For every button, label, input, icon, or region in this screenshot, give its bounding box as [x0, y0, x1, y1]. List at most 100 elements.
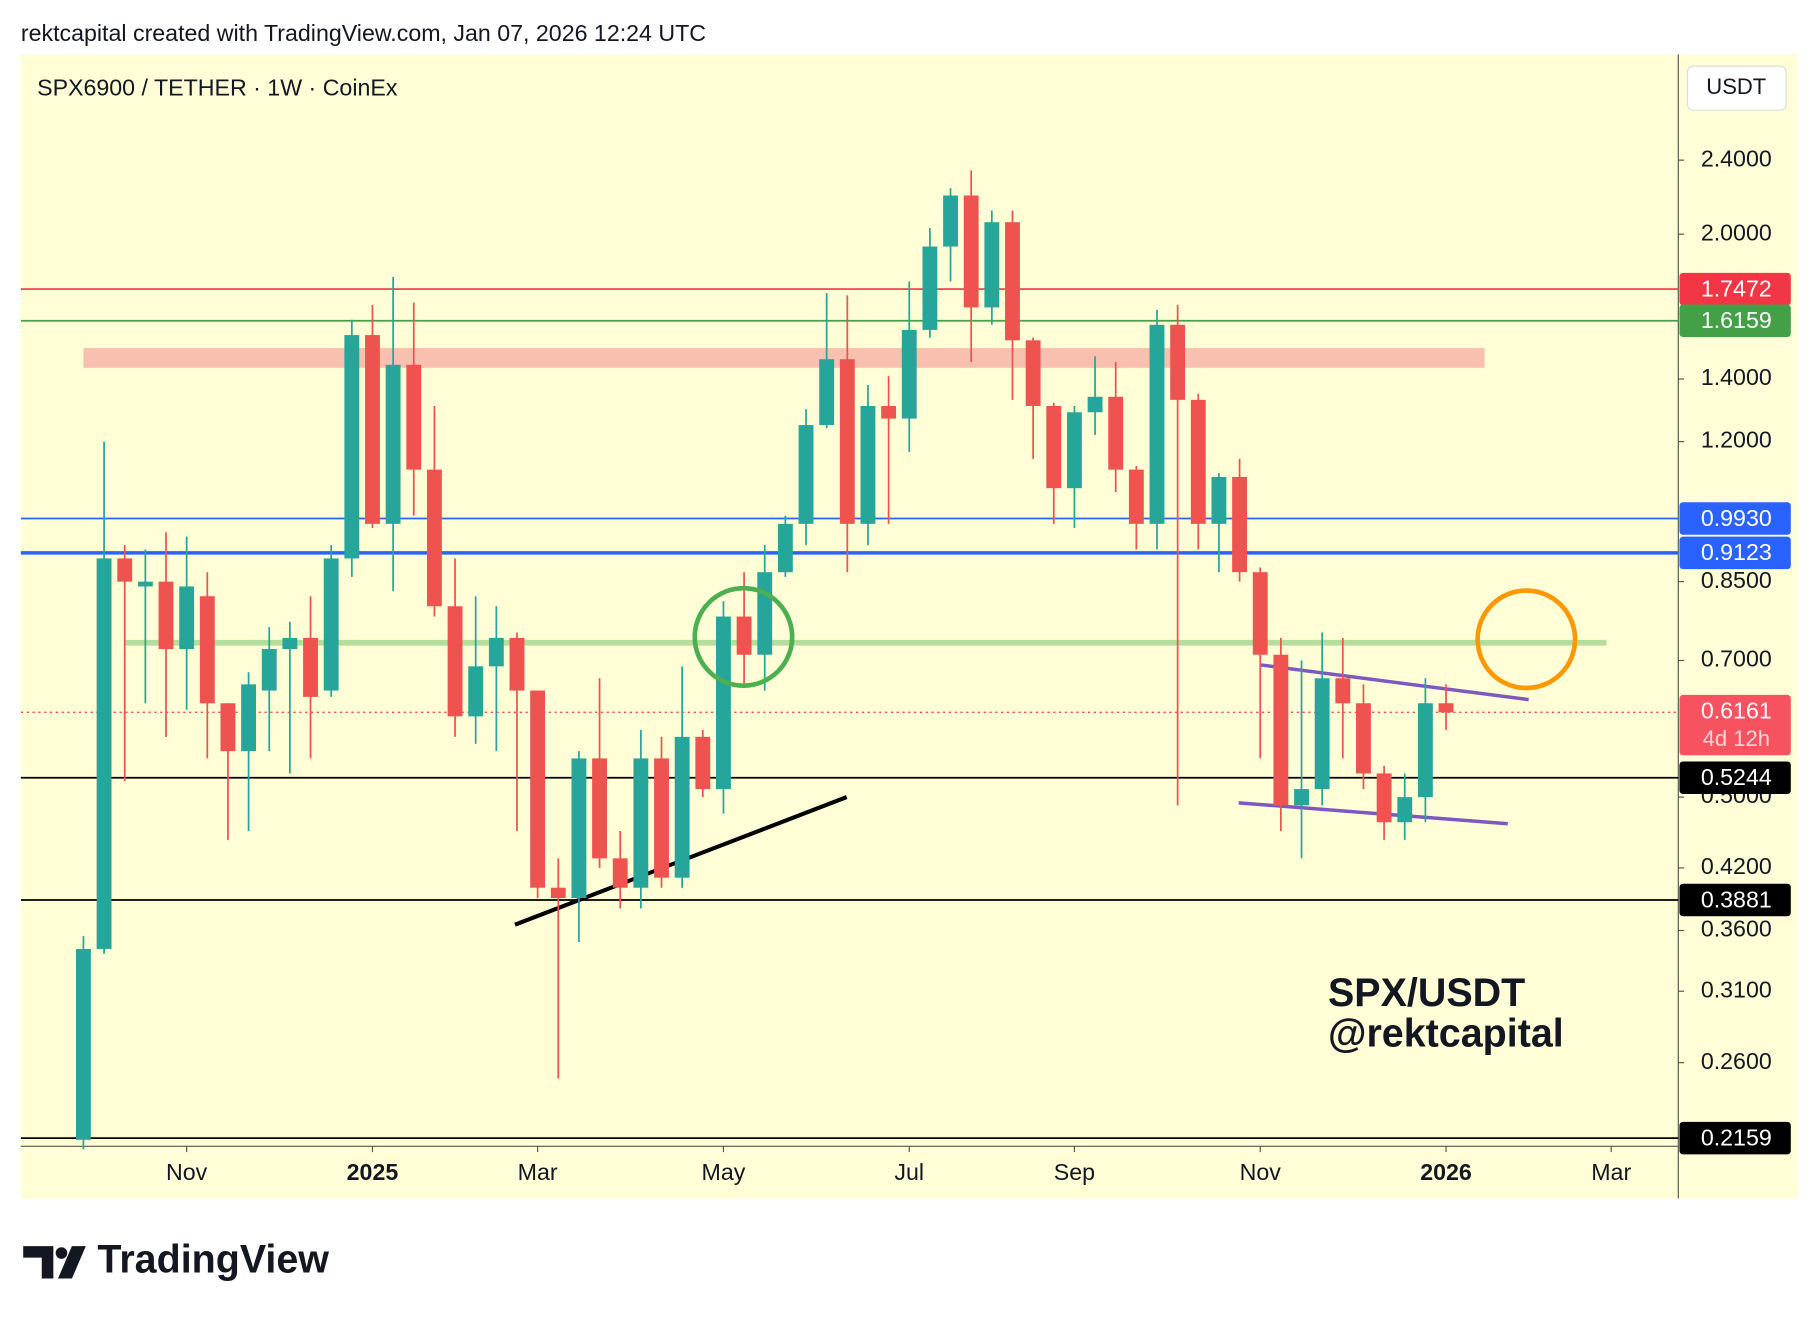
candle-body — [695, 736, 711, 790]
watermark: SPX/USDT — [1328, 971, 1525, 1015]
level-label: 0.9930 — [1701, 505, 1772, 531]
candle-body — [654, 758, 669, 878]
y-tick-label: 1.2000 — [1701, 427, 1772, 453]
level-label-box — [1679, 1121, 1791, 1155]
candle-body — [716, 616, 731, 790]
candle-body — [612, 858, 628, 888]
candle-body — [592, 758, 608, 859]
last-price-label: 0.6161 — [1701, 697, 1772, 723]
candle-body — [199, 596, 215, 704]
candle-body — [550, 887, 566, 899]
orange-circle — [1475, 588, 1578, 691]
level-label-box — [1679, 502, 1791, 535]
level-label: 0.2159 — [1701, 1124, 1772, 1150]
candle-body — [426, 469, 442, 607]
logo-mark — [55, 1247, 68, 1259]
candle-body — [984, 222, 1000, 308]
level-label: 1.6159 — [1701, 307, 1772, 333]
candle-body — [1170, 324, 1186, 400]
candle-body — [839, 359, 855, 524]
level-label-box — [1679, 883, 1791, 917]
channel-bottom — [1238, 801, 1508, 826]
candle-body — [1190, 399, 1206, 524]
candle-body — [1108, 396, 1124, 470]
symbol-title: SPX6900 / TETHER · 1W · CoinEx — [37, 74, 398, 100]
candle-body — [1046, 406, 1062, 489]
candle-body — [1314, 678, 1330, 790]
candle-body — [1356, 703, 1371, 774]
y-tick-label: 2.0000 — [1701, 219, 1772, 245]
y-tick-label: 0.3600 — [1701, 916, 1772, 942]
y-tick-label: 0.4200 — [1701, 853, 1772, 879]
candle-body — [1335, 678, 1351, 704]
watermark: @rektcapital — [1328, 1011, 1564, 1055]
candle-body — [1128, 469, 1144, 524]
candle-body — [963, 195, 979, 308]
y-tick-label: 0.2600 — [1701, 1048, 1772, 1074]
currency: USDT — [1706, 74, 1766, 99]
channel-top — [1259, 663, 1529, 702]
candle-body — [1397, 797, 1413, 823]
candle-body — [922, 246, 938, 330]
candle-body — [901, 329, 917, 419]
candle-body — [1005, 222, 1020, 341]
level-label: 1.7472 — [1701, 275, 1772, 301]
candle-body — [1252, 572, 1268, 655]
candle-body — [365, 335, 380, 524]
y-tick-label: 0.7000 — [1701, 646, 1772, 672]
green-circle — [692, 585, 795, 689]
x-tick-label: Mar — [1591, 1159, 1631, 1185]
candle-body — [1149, 324, 1165, 524]
candle-body — [1232, 476, 1248, 573]
level-label: 0.5244 — [1701, 764, 1772, 790]
candle-body — [943, 195, 958, 247]
header: rektcapital created with TradingView.com… — [21, 20, 706, 46]
last-price-box — [1679, 694, 1791, 756]
level-label-box — [1679, 536, 1791, 570]
candle-body — [530, 690, 546, 888]
candles — [76, 170, 1454, 1150]
candle-body — [447, 606, 463, 717]
candle-body — [777, 523, 793, 573]
candle-body — [1438, 703, 1454, 713]
candle-body — [468, 666, 484, 717]
candle-body — [179, 586, 195, 650]
x-tick-label: Jul — [894, 1159, 924, 1185]
candle-body — [1294, 789, 1309, 806]
candle-body — [1376, 773, 1392, 823]
candle-body — [385, 364, 401, 524]
level-label-box — [1679, 272, 1791, 306]
x-tick-label: Nov — [1240, 1159, 1282, 1185]
logo-mark — [23, 1246, 54, 1279]
resistance-zone — [83, 348, 1485, 368]
candle-body — [1025, 340, 1041, 407]
candle-body — [633, 758, 649, 888]
x-tick-label: Nov — [166, 1159, 208, 1185]
candle-body — [1087, 396, 1103, 413]
x-tick-label: May — [702, 1159, 746, 1185]
level-label-box — [1679, 761, 1791, 795]
footer-brand: TradingView — [97, 1238, 329, 1282]
candle-body — [488, 637, 504, 667]
candle-body — [819, 359, 835, 426]
candle-body — [1273, 654, 1289, 806]
candle-body — [261, 649, 277, 691]
candle-body — [323, 558, 339, 691]
x-tick-label: Sep — [1054, 1159, 1095, 1185]
candle-body — [1211, 476, 1227, 524]
candle-body — [860, 406, 876, 524]
x-tick-label: Mar — [518, 1159, 558, 1185]
x-tick-label: 2026 — [1420, 1159, 1472, 1185]
candle-body — [96, 558, 112, 949]
level-label: 0.3881 — [1701, 886, 1772, 912]
candle-body — [509, 637, 525, 691]
candle-body — [571, 758, 587, 899]
candle-body — [303, 637, 318, 697]
countdown: 4d 12h — [1703, 726, 1770, 751]
candle-body — [282, 637, 298, 650]
candle-body — [117, 558, 133, 582]
candle-body — [1066, 412, 1082, 489]
level-label: 0.9123 — [1701, 539, 1772, 565]
candle-body — [344, 335, 360, 559]
